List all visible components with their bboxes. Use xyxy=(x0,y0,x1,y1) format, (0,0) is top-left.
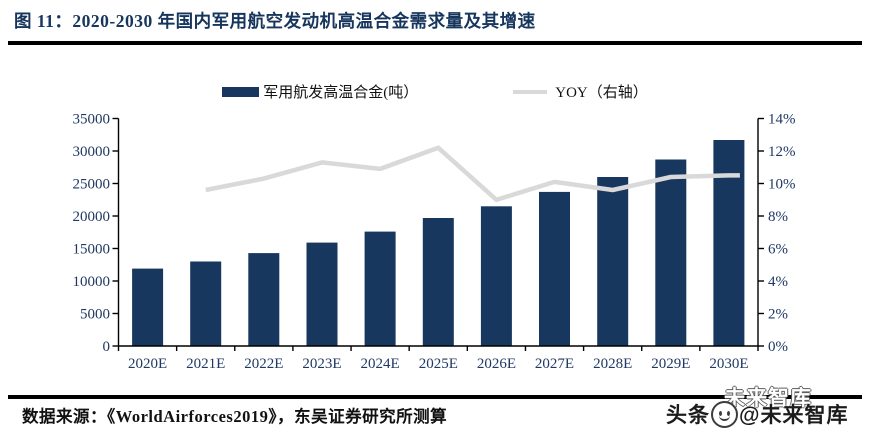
bar-2026E xyxy=(480,206,512,347)
right-axis-tick-label: 2% xyxy=(768,307,788,323)
bar-2022E xyxy=(248,253,280,346)
watermark-ghost-text: 未来智库 xyxy=(724,387,812,410)
left-axis-tick-label: 0 xyxy=(103,339,111,355)
right-axis-tick-label: 10% xyxy=(768,177,796,193)
left-axis-tick-label: 35000 xyxy=(73,112,111,128)
left-axis-tick-label: 20000 xyxy=(73,209,111,225)
yoy-line xyxy=(205,145,740,203)
bar-2030E xyxy=(713,140,745,346)
x-axis-label-2030E: 2030E xyxy=(709,356,748,372)
chart-legend: 军用航发高温合金(吨） YOY（右轴） xyxy=(0,81,870,102)
bar-2021E xyxy=(190,261,222,346)
bar-2023E xyxy=(306,242,338,346)
legend-item-bar-series: 军用航发高温合金(吨） xyxy=(222,81,418,102)
footer-divider-rule xyxy=(8,395,862,399)
right-axis-tick-label: 4% xyxy=(768,274,788,290)
x-axis-label-2028E: 2028E xyxy=(593,356,632,372)
data-source-text: 数据来源：《WorldAirforces2019》，东吴证券研究所测算 xyxy=(22,407,448,426)
left-axis-tick-label: 25000 xyxy=(73,177,111,193)
x-axis-label-2027E: 2027E xyxy=(535,356,574,372)
right-axis-tick-label: 6% xyxy=(768,242,788,258)
left-axis-tick-label: 10000 xyxy=(73,274,111,290)
right-axis-tick-label: 12% xyxy=(768,144,796,160)
left-axis-tick-label: 30000 xyxy=(73,144,111,160)
bar-2029E xyxy=(655,159,687,346)
x-axis-label-2021E: 2021E xyxy=(186,356,225,372)
x-axis-label-2024E: 2024E xyxy=(361,356,400,372)
figure-title: 图 11：2020-2030 年国内军用航空发动机高温合金需求量及其增速 xyxy=(14,11,536,31)
x-axis-label-2023E: 2023E xyxy=(302,356,341,372)
right-axis-tick-label: 0% xyxy=(768,339,788,355)
left-axis-tick-label: 5000 xyxy=(80,307,110,323)
left-axis-tick-label: 15000 xyxy=(73,242,111,258)
x-axis-label-2020E: 2020E xyxy=(128,356,167,372)
line-series-swatch-icon xyxy=(513,89,548,94)
watermark: 未来智库 头条 @未来智库 xyxy=(666,384,866,442)
title-divider-rule xyxy=(8,41,862,45)
x-axis-label-2025E: 2025E xyxy=(419,356,458,372)
bar-2028E xyxy=(597,177,629,346)
legend-label-line-series: YOY（右轴） xyxy=(555,85,648,101)
watermark-suffix-text: @未来智库 xyxy=(739,404,849,427)
smiley-face-icon xyxy=(711,400,738,428)
watermark-prefix-text: 头条 xyxy=(666,404,710,427)
watermark-main: 头条 @未来智库 xyxy=(666,399,848,429)
x-axis-label-2026E: 2026E xyxy=(477,356,516,372)
x-axis-label-2022E: 2022E xyxy=(244,356,283,372)
bar-2025E xyxy=(422,218,454,346)
bar-2027E xyxy=(539,191,570,346)
legend-label-bar-series: 军用航发高温合金(吨） xyxy=(263,85,419,101)
bar-series-swatch-icon xyxy=(222,86,260,97)
right-axis-tick-label: 14% xyxy=(768,112,796,128)
bar-2024E xyxy=(364,231,396,346)
x-axis-label-2029E: 2029E xyxy=(651,356,690,372)
bar-2020E xyxy=(132,268,164,346)
right-axis-tick-label: 8% xyxy=(768,209,788,225)
legend-item-line-series: YOY（右轴） xyxy=(513,81,648,102)
